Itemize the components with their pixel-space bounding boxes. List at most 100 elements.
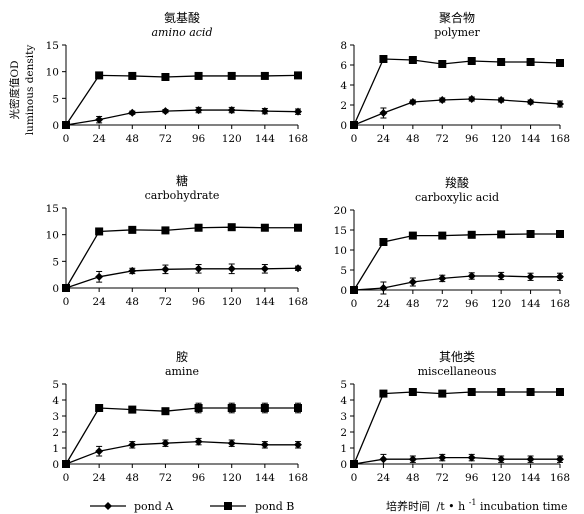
x-axis-label-en: incubation time <box>480 500 567 513</box>
data-point-pond-a <box>294 264 302 273</box>
data-point-pond-a <box>260 264 269 273</box>
y-tick-label: 0 <box>52 459 59 471</box>
data-point-pond-a <box>260 440 269 449</box>
x-tick-label: 144 <box>255 133 275 145</box>
x-tick-label: 0 <box>63 133 70 145</box>
x-tick-label: 48 <box>406 133 419 145</box>
legend-label-pond-a: pond A <box>134 500 174 513</box>
data-point-pond-a <box>556 455 564 464</box>
data-point-pond-b <box>467 57 476 65</box>
x-tick-label: 72 <box>436 133 449 145</box>
data-point-pond-a <box>227 439 236 448</box>
y-tick-label: 5 <box>52 93 59 105</box>
x-axis-label-cn: 培养时间 <box>386 499 430 513</box>
data-point-pond-a <box>128 440 137 449</box>
data-point-pond-b <box>467 230 476 239</box>
data-point-pond-a <box>526 272 535 281</box>
data-point-pond-b <box>526 58 535 66</box>
data-point-pond-b <box>438 389 447 398</box>
data-point-pond-a <box>227 106 236 115</box>
series-line-pond-a <box>353 98 561 126</box>
series-line-pond-b <box>65 407 298 465</box>
series-line-pond-b <box>353 58 561 126</box>
data-point-pond-a <box>497 455 506 464</box>
x-axis-label-sup: -1 <box>469 498 477 507</box>
data-point-pond-b <box>95 71 104 80</box>
x-tick-label: 24 <box>377 472 391 484</box>
y-tick-label: 3 <box>340 411 347 423</box>
data-point-pond-a <box>379 455 388 464</box>
y-tick-label: 5 <box>340 265 347 277</box>
data-point-pond-a <box>294 440 302 449</box>
x-tick-label: 0 <box>63 296 70 308</box>
legend: pond A pond B <box>90 500 294 513</box>
x-tick-label: 0 <box>63 472 70 484</box>
data-point-pond-a <box>408 278 417 286</box>
data-point-pond-a <box>438 453 447 462</box>
series-line-pond-b <box>65 226 298 289</box>
panel-title-cn: 氨基酸 <box>164 10 200 25</box>
x-tick-label: 144 <box>521 133 541 145</box>
data-point-pond-a <box>467 272 476 280</box>
x-tick-label: 120 <box>222 296 242 308</box>
x-tick-label: 96 <box>465 298 479 310</box>
y-tick-label: 0 <box>340 459 347 471</box>
data-point-pond-b <box>128 71 137 80</box>
data-point-pond-b <box>350 460 358 468</box>
panel-title-en: carboxylic acid <box>415 191 499 204</box>
y-tick-label: 5 <box>52 256 59 268</box>
series-line-pond-a <box>65 267 299 289</box>
data-point-pond-b <box>128 405 137 414</box>
y-tick-label: 3 <box>52 411 59 423</box>
data-point-pond-a <box>194 437 203 446</box>
data-point-pond-b <box>260 223 269 232</box>
series-line-pond-b <box>353 233 560 291</box>
y-tick-label: 4 <box>340 395 347 407</box>
x-tick-label: 96 <box>465 472 479 484</box>
data-point-pond-a <box>194 264 203 273</box>
x-tick-label: 24 <box>377 298 391 310</box>
y-tick-label: 5 <box>340 379 347 391</box>
data-point-pond-a <box>95 272 104 281</box>
data-point-pond-b <box>408 388 417 396</box>
data-point-pond-a <box>128 266 137 275</box>
series-line-pond-a <box>353 275 560 291</box>
x-axis-label-unit: /t • h <box>437 500 466 513</box>
panel-title-en: polymer <box>434 26 480 39</box>
series-line-pond-a <box>353 456 560 465</box>
data-point-pond-a <box>294 107 302 116</box>
x-tick-label: 24 <box>92 472 106 484</box>
panel-title-cn: 羧酸 <box>445 175 469 190</box>
data-point-pond-a <box>161 265 170 274</box>
y-tick-label: 6 <box>340 60 347 72</box>
x-tick-label: 144 <box>255 296 275 308</box>
legend-marker-pond-b <box>224 502 232 510</box>
x-tick-label: 168 <box>550 298 570 310</box>
panel-title-cn: 其他类 <box>439 350 475 364</box>
y-tick-label: 2 <box>52 427 59 439</box>
data-point-pond-a <box>379 109 388 117</box>
data-point-pond-b <box>260 71 269 80</box>
data-point-pond-b <box>260 404 269 412</box>
data-point-pond-b <box>294 404 302 412</box>
y-tick-label: 15 <box>334 225 347 237</box>
data-point-pond-a <box>408 98 417 106</box>
y-axis-label-en: luminous density <box>24 45 36 136</box>
data-point-pond-b <box>350 121 358 129</box>
data-point-pond-b <box>556 230 564 238</box>
x-tick-label: 0 <box>351 298 358 310</box>
data-point-pond-a <box>526 98 535 106</box>
data-point-pond-b <box>497 230 506 239</box>
y-tick-label: 4 <box>52 395 59 407</box>
y-tick-label: 0 <box>52 283 59 295</box>
panel-title-en: miscellaneous <box>418 365 497 378</box>
data-point-pond-b <box>438 231 447 240</box>
x-tick-label: 168 <box>550 133 570 145</box>
x-tick-label: 72 <box>159 296 172 308</box>
y-tick-label: 5 <box>52 379 59 391</box>
x-tick-label: 120 <box>491 298 511 310</box>
x-tick-label: 48 <box>126 296 139 308</box>
